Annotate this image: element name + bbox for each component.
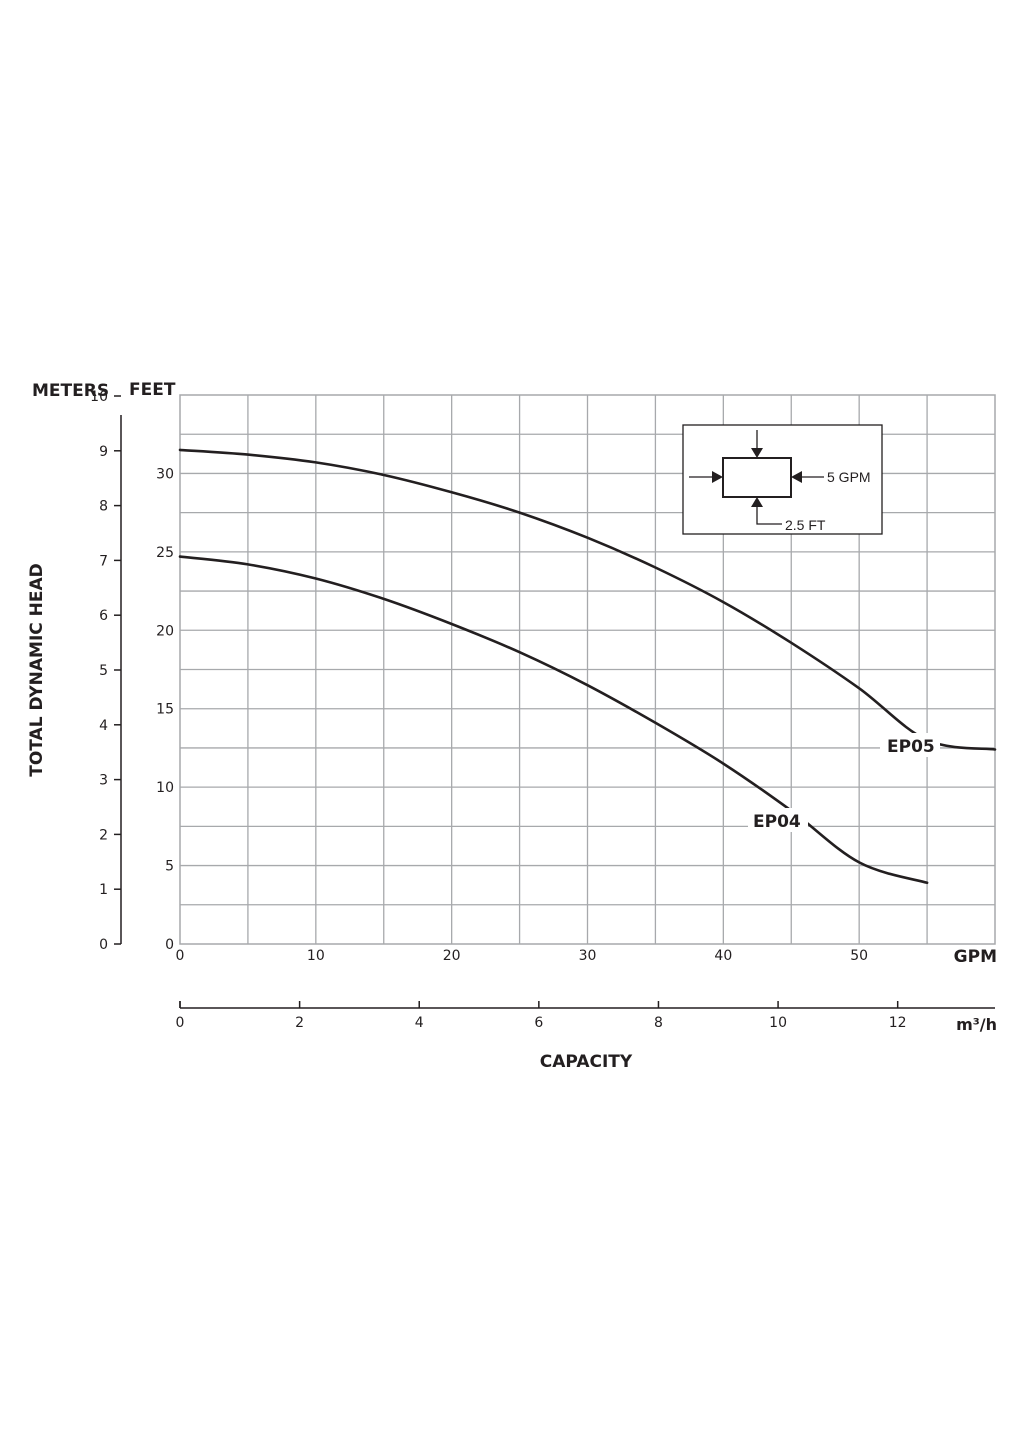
x-secondary-unit-label: m³/h (956, 1015, 997, 1034)
y-right-tick-label: 20 (156, 623, 174, 639)
y-left-unit-label: METERS (32, 381, 109, 401)
y-right-tick-label: 5 (165, 859, 174, 875)
y-left-tick-label: 9 (99, 444, 108, 460)
y-left-tick-label: 0 (99, 937, 108, 953)
y-right-tick-label: 0 (165, 937, 174, 953)
x-gpm-tick-label: 30 (579, 948, 597, 964)
series-line-ep05 (178, 448, 997, 751)
x-m3h-tick-label: 10 (769, 1015, 787, 1031)
legend-head-arrow-leader (756, 506, 782, 525)
plot-frame (179, 394, 996, 945)
legend-left-arrow-icon (791, 471, 802, 483)
series-label-ep05: EP05 (887, 737, 935, 757)
legend-head-label: 2.5 FT (785, 517, 826, 533)
x-m3h-tick-label: 12 (889, 1015, 907, 1031)
x-m3h-tick-label: 6 (534, 1015, 543, 1031)
y-left-tick-label: 5 (99, 663, 108, 679)
y-axis-title: TOTAL DYNAMIC HEAD (27, 563, 47, 777)
y-right-tick-label: 30 (156, 466, 174, 482)
legend-up-arrow-icon (751, 497, 763, 507)
legend-box: 5 GPM 2.5 FT (682, 424, 883, 535)
x-gpm-tick-label: 50 (850, 948, 868, 964)
x-m3h-tick-label: 2 (295, 1015, 304, 1031)
series-label-ep04: EP04 (753, 812, 801, 832)
y-left-tick-label: 6 (99, 608, 108, 624)
y-right-tick-label: 25 (156, 545, 174, 561)
legend-symbol-box (722, 457, 792, 498)
y-left-tick-label: 4 (99, 718, 108, 734)
y-left-tick-label: 3 (99, 773, 108, 789)
x-gpm-tick-label: 0 (176, 948, 185, 964)
y-right-tick-label: 10 (156, 780, 174, 796)
x-primary-unit-label: GPM (954, 947, 997, 967)
legend-right-arrow-icon (712, 471, 723, 483)
x-gpm-tick-label: 40 (714, 948, 732, 964)
x-gpm-tick-label: 10 (307, 948, 325, 964)
legend-flow-label: 5 GPM (827, 469, 871, 485)
x-axis-title: CAPACITY (540, 1052, 633, 1072)
y-left-tick-label: 2 (99, 827, 108, 843)
y-left-tick-label: 7 (99, 553, 108, 569)
ep04-label-bg (748, 808, 808, 832)
x-m3h-tick-label: 4 (415, 1015, 424, 1031)
x-gpm-tick-label: 20 (443, 948, 461, 964)
y-left-tick-label: 10 (90, 389, 108, 405)
y-left-tick-label: 1 (99, 882, 108, 898)
y-right-tick-label: 15 (156, 702, 174, 718)
y-left-tick-label: 8 (99, 499, 108, 515)
legend-down-arrow-icon (751, 448, 763, 458)
y-right-unit-label: FEET (129, 380, 176, 400)
x-m3h-tick-label: 0 (176, 1015, 185, 1031)
series-line-ep04 (178, 555, 929, 885)
ep05-label-bg (880, 733, 940, 757)
x-m3h-tick-label: 8 (654, 1015, 663, 1031)
